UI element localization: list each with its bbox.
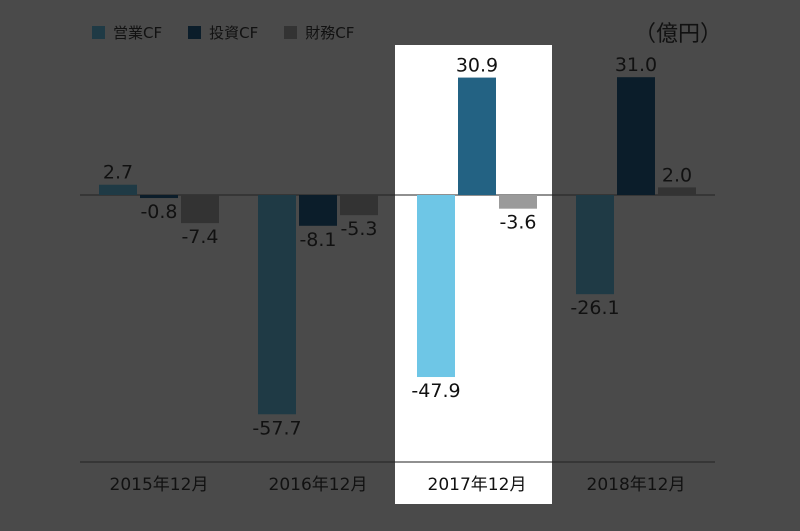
category-label-0: 2015年12月 <box>110 475 209 495</box>
bar-3-0 <box>576 195 614 295</box>
legend-label-operating-cf: 営業CF <box>113 24 163 42</box>
data-label-3-1: 31.0 <box>615 54 657 76</box>
legend-swatch-operating-cf <box>92 26 105 39</box>
data-label-2-2: -3.6 <box>499 212 536 234</box>
legend-label-financing-cf: 財務CF <box>305 24 355 42</box>
data-label-0-2: -7.4 <box>181 226 218 248</box>
bar-2-0 <box>417 195 455 378</box>
bar-3-1 <box>617 77 655 195</box>
bar-0-0 <box>99 184 137 195</box>
bar-0-1 <box>140 195 178 199</box>
data-label-0-0: 2.7 <box>103 162 133 184</box>
legend-item-operating-cf: 営業CF <box>92 22 162 43</box>
data-label-0-1: -0.8 <box>140 201 177 223</box>
data-label-3-0: -26.1 <box>570 297 619 319</box>
bar-2-2 <box>499 195 537 209</box>
legend-swatch-investing-cf <box>188 26 202 39</box>
legend-swatch-financing-cf <box>284 26 298 39</box>
unit-label: （億円） <box>633 22 722 47</box>
data-label-2-0: -47.9 <box>411 380 460 402</box>
bar-0-2 <box>181 195 219 224</box>
category-label-2: 2017年12月 <box>428 475 527 495</box>
legend-item-financing-cf: 財務CF <box>284 22 354 43</box>
data-label-1-1: -8.1 <box>299 229 336 251</box>
legend: 営業CF 投資CF 財務CF <box>92 22 354 43</box>
category-label-1: 2016年12月 <box>269 475 368 495</box>
bar-1-2 <box>340 195 378 216</box>
legend-item-investing-cf: 投資CF <box>188 22 258 43</box>
data-label-1-0: -57.7 <box>252 417 301 439</box>
bar-1-0 <box>258 195 296 415</box>
data-label-2-1: 30.9 <box>456 55 498 77</box>
data-label-1-2: -5.3 <box>340 218 377 240</box>
data-label-3-2: 2.0 <box>662 164 692 186</box>
bar-3-2 <box>658 187 696 195</box>
category-label-3: 2018年12月 <box>587 475 686 495</box>
bar-2-1 <box>458 77 496 195</box>
bar-1-1 <box>299 195 337 226</box>
legend-label-investing-cf: 投資CF <box>209 24 259 42</box>
